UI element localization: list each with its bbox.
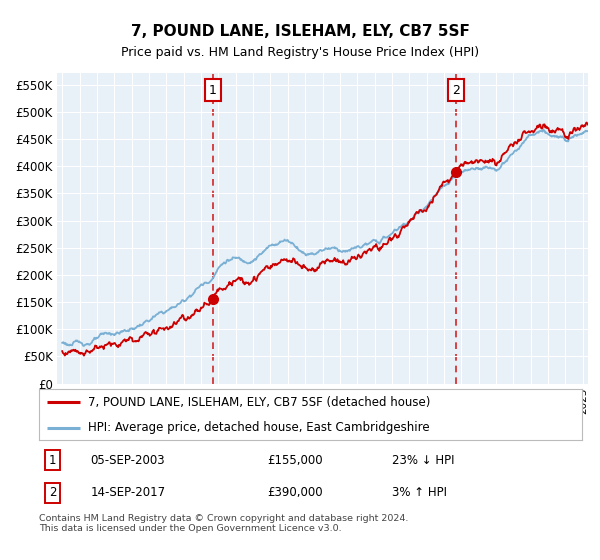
Text: 7, POUND LANE, ISLEHAM, ELY, CB7 5SF (detached house): 7, POUND LANE, ISLEHAM, ELY, CB7 5SF (de… [88, 395, 430, 409]
Text: 2: 2 [49, 486, 56, 499]
Text: 7, POUND LANE, ISLEHAM, ELY, CB7 5SF: 7, POUND LANE, ISLEHAM, ELY, CB7 5SF [131, 24, 469, 39]
Text: 05-SEP-2003: 05-SEP-2003 [91, 454, 165, 466]
Text: HPI: Average price, detached house, East Cambridgeshire: HPI: Average price, detached house, East… [88, 421, 430, 435]
Text: 2: 2 [452, 83, 460, 97]
Text: Price paid vs. HM Land Registry's House Price Index (HPI): Price paid vs. HM Land Registry's House … [121, 46, 479, 59]
Text: 3% ↑ HPI: 3% ↑ HPI [392, 486, 447, 499]
Text: £390,000: £390,000 [267, 486, 323, 499]
Text: 14-SEP-2017: 14-SEP-2017 [91, 486, 166, 499]
Text: 1: 1 [49, 454, 56, 466]
Text: £155,000: £155,000 [267, 454, 323, 466]
Text: 23% ↓ HPI: 23% ↓ HPI [392, 454, 454, 466]
Text: Contains HM Land Registry data © Crown copyright and database right 2024.
This d: Contains HM Land Registry data © Crown c… [39, 514, 409, 534]
Text: 1: 1 [209, 83, 217, 97]
